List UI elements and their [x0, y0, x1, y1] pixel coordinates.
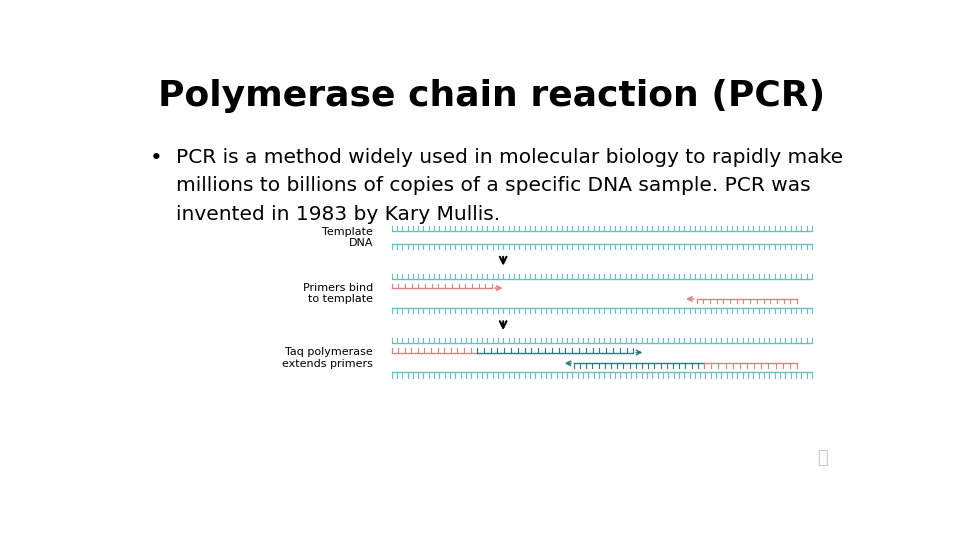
Text: Primers bind
to template: Primers bind to template — [302, 283, 372, 305]
Text: Template
DNA: Template DNA — [323, 227, 372, 248]
Text: millions to billions of copies of a specific DNA sample. PCR was: millions to billions of copies of a spec… — [176, 176, 810, 195]
Text: invented in 1983 by Kary Mullis.: invented in 1983 by Kary Mullis. — [176, 205, 500, 224]
Text: •: • — [150, 148, 162, 168]
Text: Polymerase chain reaction (PCR): Polymerase chain reaction (PCR) — [158, 79, 826, 113]
Text: Taq polymerase
extends primers: Taq polymerase extends primers — [282, 347, 372, 369]
Text: PCR is a method widely used in molecular biology to rapidly make: PCR is a method widely used in molecular… — [176, 148, 843, 167]
Text: 🔈: 🔈 — [817, 449, 828, 467]
